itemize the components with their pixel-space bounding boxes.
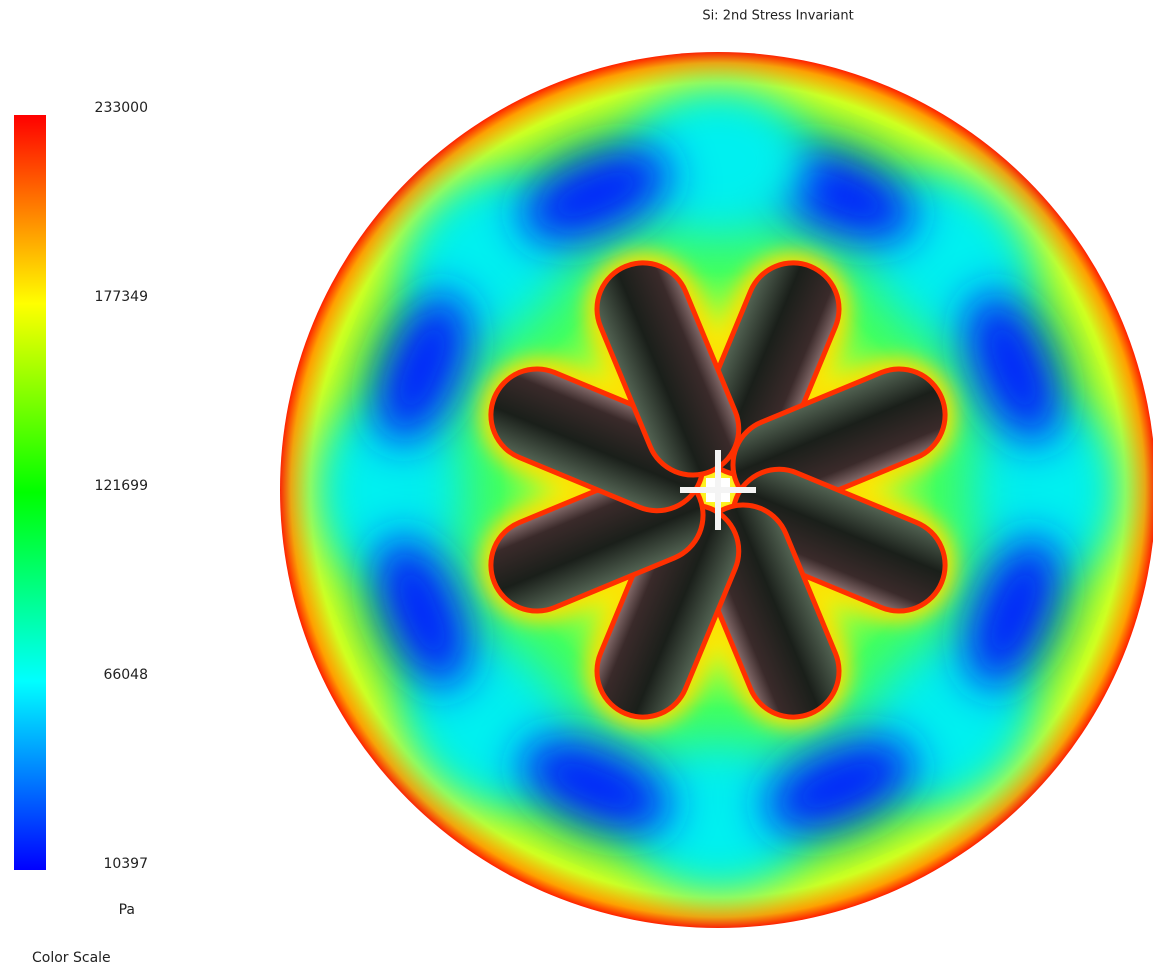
scale-tick-label: 177349: [95, 289, 148, 305]
scale-label: Color Scale: [32, 950, 111, 966]
scale-tick-label: 10397: [103, 856, 148, 872]
scale-tick-label: 121699: [95, 478, 148, 494]
viewport: Si: 2nd Stress Invariant Pa Color Scale …: [0, 0, 1153, 968]
color-bar: [14, 115, 46, 870]
scale-tick-label: 233000: [95, 100, 148, 116]
page: Si: 2nd Stress Invariant Pa Color Scale …: [0, 0, 1153, 968]
hub-cross: [680, 487, 756, 493]
title: Si: 2nd Stress Invariant: [702, 9, 853, 24]
scale-tick-label: 66048: [103, 667, 148, 683]
unit-label: Pa: [119, 902, 135, 918]
